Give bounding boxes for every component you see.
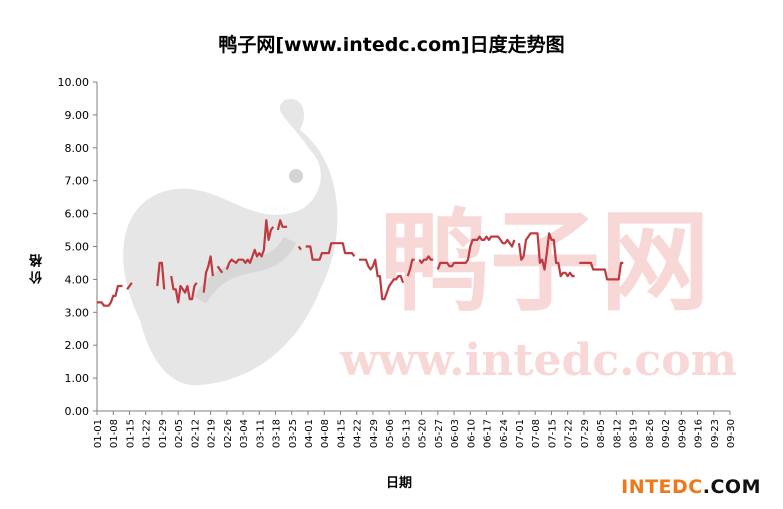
watermark-text-url: www.intedc.com bbox=[339, 335, 737, 386]
x-tick-label: 09-23 bbox=[710, 419, 721, 448]
y-tick-label: 2.00 bbox=[65, 339, 90, 352]
x-tick-label: 01-01 bbox=[93, 419, 104, 448]
x-tick-label: 01-08 bbox=[109, 419, 120, 448]
y-tick-label: 3.00 bbox=[65, 306, 90, 319]
brand-logo-part2: .COM bbox=[702, 476, 761, 498]
series-line-segment bbox=[418, 255, 434, 264]
x-tick-label: 05-06 bbox=[385, 419, 396, 448]
x-tick-label: 06-10 bbox=[466, 419, 477, 448]
x-tick-label: 05-27 bbox=[434, 419, 445, 448]
series-line-segment bbox=[517, 232, 575, 278]
y-tick-label: 9.00 bbox=[65, 109, 90, 122]
series-line-segment bbox=[225, 219, 275, 270]
series-line-segment bbox=[305, 242, 356, 261]
series-line-segment bbox=[97, 284, 123, 307]
x-tick-label: 01-29 bbox=[158, 419, 169, 448]
series-line-segment bbox=[436, 235, 516, 270]
x-tick-label: 06-17 bbox=[483, 419, 494, 448]
series-line-segment bbox=[276, 219, 288, 231]
y-tick-label: 6.00 bbox=[65, 208, 90, 221]
y-tick-label: 5.00 bbox=[65, 241, 90, 254]
x-tick-label: 04-29 bbox=[369, 419, 380, 448]
x-tick-label: 03-18 bbox=[272, 419, 283, 448]
y-tick-label: 1.00 bbox=[65, 372, 90, 385]
x-tick-label: 04-01 bbox=[304, 419, 315, 448]
series-line-segment bbox=[216, 265, 224, 274]
y-ticks: 0.00 1.00 2.00 3.00 4.00 5.00 6.00 7.00 8.00 9.00… bbox=[58, 76, 97, 418]
x-tick-label: 09-02 bbox=[661, 419, 672, 448]
x-tick-label: 04-15 bbox=[336, 419, 347, 448]
series-line-segment bbox=[579, 261, 624, 281]
series-line-segment bbox=[126, 282, 133, 290]
x-tick-label: 09-30 bbox=[726, 419, 737, 448]
chart-title: 鸭子网[www.intedc.com]日度走势图 bbox=[218, 34, 565, 56]
x-tick-label: 02-26 bbox=[223, 419, 234, 448]
x-tick-label: 05-13 bbox=[401, 419, 412, 448]
x-tick-label: 07-29 bbox=[580, 419, 591, 448]
x-tick-label: 03-04 bbox=[239, 419, 250, 448]
x-tick-label: 05-20 bbox=[418, 419, 429, 448]
x-tick-label: 09-09 bbox=[677, 419, 688, 448]
x-tick-label: 08-26 bbox=[645, 419, 656, 448]
x-tick-label: 01-22 bbox=[142, 419, 153, 448]
x-tick-label: 03-25 bbox=[288, 419, 299, 448]
x-tick-label: 04-22 bbox=[353, 419, 364, 448]
x-axis-label: 日期 bbox=[386, 476, 413, 491]
x-tick-label: 03-11 bbox=[255, 419, 266, 448]
series-line-segment bbox=[202, 255, 214, 293]
brand-logo-part1: INTEDC bbox=[621, 476, 703, 498]
x-tick-label: 04-08 bbox=[320, 419, 331, 448]
x-tick-label: 02-19 bbox=[207, 419, 218, 448]
x-tick-label: 08-05 bbox=[596, 419, 607, 448]
series-line-segment bbox=[359, 258, 405, 301]
brand-logo: INTEDC.COM bbox=[621, 476, 761, 498]
x-tick-label: 07-01 bbox=[515, 419, 526, 448]
x-tick-label: 07-08 bbox=[531, 419, 542, 448]
series-line-segment bbox=[156, 261, 166, 290]
x-tick-label: 08-12 bbox=[612, 419, 623, 448]
duck-watermark-icon bbox=[123, 99, 338, 386]
x-ticks: 01-01 01-08 01-15 01-22 01-29 02-05 02-12 02-19… bbox=[93, 411, 737, 448]
series-line-segment bbox=[406, 258, 415, 277]
x-tick-label: 06-03 bbox=[450, 419, 461, 448]
x-tick-label: 02-05 bbox=[174, 419, 185, 448]
series-price bbox=[97, 219, 624, 307]
x-tick-label: 01-15 bbox=[125, 419, 136, 448]
x-tick-label: 09-16 bbox=[694, 419, 705, 448]
y-tick-label: 4.00 bbox=[65, 273, 90, 286]
y-tick-label: 7.00 bbox=[65, 175, 90, 188]
x-tick-label: 07-22 bbox=[564, 419, 575, 448]
x-tick-label: 06-24 bbox=[499, 419, 510, 448]
y-tick-label: 10.00 bbox=[58, 76, 90, 89]
x-tick-label: 02-12 bbox=[190, 419, 201, 448]
x-tick-label: 07-15 bbox=[547, 419, 558, 448]
y-tick-label: 0.00 bbox=[65, 405, 90, 418]
y-tick-label: 8.00 bbox=[65, 142, 90, 155]
watermark: 鸭子网 www.intedc.com bbox=[123, 99, 737, 386]
x-tick-label: 08-19 bbox=[629, 419, 640, 448]
series-line-segment bbox=[170, 275, 198, 304]
series-line-segment bbox=[297, 245, 302, 251]
